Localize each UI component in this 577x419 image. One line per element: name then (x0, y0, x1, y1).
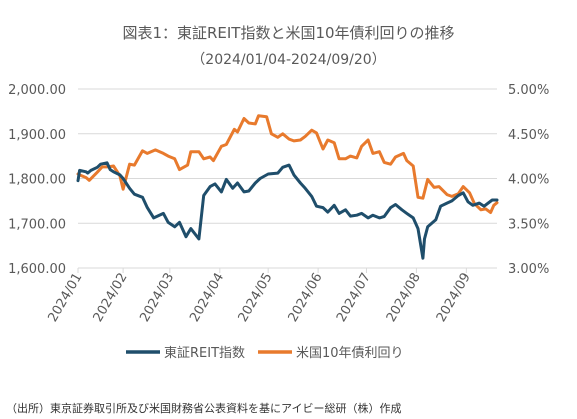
legend-label-yield: 米国10年債利回り (296, 346, 404, 361)
y-left-tick-label: 1,700.00 (8, 217, 66, 232)
y-right-tick-label: 4.00% (508, 173, 549, 188)
x-tick-label: 2024/02 (91, 271, 131, 325)
series-line-reit (76, 161, 499, 260)
y-axis-left: 1,600.00 1,700.00 1,800.00 1,900.00 2,000.00 (8, 83, 66, 277)
y-right-tick-label: 5.00% (508, 83, 549, 98)
legend-label-reit: 東証REIT指数 (164, 345, 245, 361)
x-tick-label: 2024/01 (45, 271, 85, 325)
x-tick-label: 2024/05 (236, 271, 276, 325)
y-left-tick-label: 2,000.00 (8, 83, 66, 98)
legend: 東証REIT指数 米国10年債利回り (126, 345, 404, 361)
y-right-tick-label: 3.50% (508, 217, 549, 232)
x-axis: 2024/01 2024/02 2024/03 2024/04 2024/05 2024/… (45, 268, 474, 325)
y-axis-right: 3.00% 3.50% 4.00% 4.50% 5.00% (508, 83, 549, 277)
y-right-tick-label: 3.00% (508, 262, 549, 277)
y-left-tick-label: 1,600.00 (8, 262, 66, 277)
x-tick-label: 2024/03 (137, 271, 177, 325)
x-tick-label: 2024/08 (384, 271, 424, 325)
y-left-tick-label: 1,800.00 (8, 173, 66, 188)
x-tick-label: 2024/04 (187, 271, 227, 325)
chart-subtitle: （2024/01/04-2024/09/20） (191, 52, 385, 68)
y-left-tick-label: 1,900.00 (8, 128, 66, 143)
x-tick-label: 2024/07 (334, 271, 374, 325)
source-note: （出所）東京証券取引所及び米国財務省公表資料を基にアイビー総研（株）作成 (6, 401, 401, 415)
x-tick-label: 2024/06 (286, 271, 326, 325)
series-lines (76, 114, 499, 260)
gridlines (78, 88, 497, 269)
x-tick-label: 2024/09 (434, 270, 474, 324)
y-right-tick-label: 4.50% (508, 128, 549, 143)
chart-title: 図表1：東証REIT指数と米国10年債利回りの推移 (122, 24, 454, 42)
series-line-yield (76, 114, 499, 214)
